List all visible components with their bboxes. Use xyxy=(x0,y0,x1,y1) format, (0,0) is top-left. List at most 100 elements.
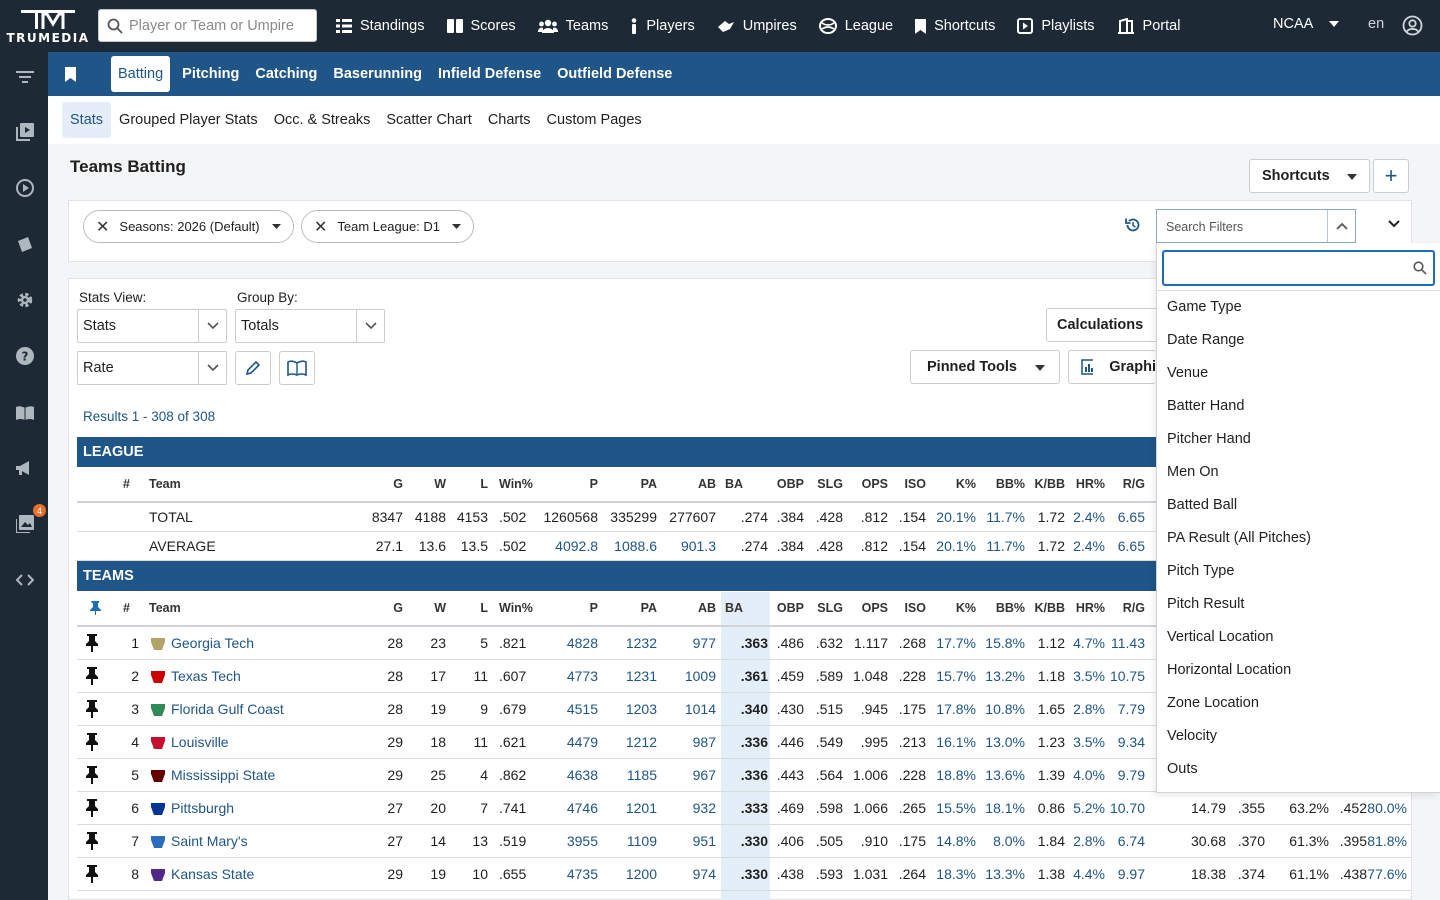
filter-option[interactable]: Pitcher Hand xyxy=(1167,431,1251,447)
cell-hr[interactable]: 2.8% xyxy=(1073,701,1105,717)
global-search-input[interactable] xyxy=(129,17,309,34)
video-library-icon[interactable] xyxy=(14,121,36,143)
cell-hr[interactable]: 4.7% xyxy=(1073,635,1105,651)
tab-infield-defense[interactable]: Infield Defense xyxy=(438,66,542,82)
nav-shortcuts[interactable]: Shortcuts xyxy=(915,18,995,34)
col-header-hr[interactable]: HR% xyxy=(1075,477,1105,491)
filter-menu-icon[interactable] xyxy=(14,66,36,88)
tab-baserunning[interactable]: Baserunning xyxy=(333,66,423,82)
col-header-slg[interactable]: SLG xyxy=(817,601,843,615)
help-icon[interactable]: ? xyxy=(14,345,36,367)
col-header-iso[interactable]: ISO xyxy=(904,477,926,491)
team-row[interactable]: 1 Georgia Tech 28 23 5 .821 4828 1232 977 .363 .48… xyxy=(77,627,1411,660)
col-header-ops[interactable]: OPS xyxy=(861,601,888,615)
col-header-hr[interactable]: HR% xyxy=(1075,601,1105,615)
cell-k[interactable]: 15.5% xyxy=(936,800,976,816)
pinned-tools-button[interactable]: Pinned Tools xyxy=(910,350,1060,384)
cell-team[interactable]: Pittsburgh xyxy=(149,800,234,816)
filter-option[interactable]: Vertical Location xyxy=(1167,629,1274,645)
cell-rg[interactable]: 10.70 xyxy=(1109,800,1145,816)
pin-icon[interactable] xyxy=(85,766,99,787)
cell-bb[interactable]: 8.0% xyxy=(993,833,1025,849)
team-row[interactable]: 4 Louisville 29 18 11 .621 4479 1212 987 .336 .446… xyxy=(77,726,1411,759)
cell-team[interactable]: Saint Mary's xyxy=(149,833,248,849)
glossary-button[interactable] xyxy=(279,351,315,385)
cell-rg[interactable]: 7.79 xyxy=(1117,701,1145,717)
subtab-stats[interactable]: Stats xyxy=(62,102,112,138)
team-row[interactable]: 8 Kansas State 29 19 10 .655 4735 1200 974 .330 .4… xyxy=(77,858,1411,891)
team-name-link[interactable]: Kansas State xyxy=(171,866,255,882)
cards-icon[interactable] xyxy=(14,233,36,255)
cell-rg[interactable]: 11.43 xyxy=(1111,635,1145,651)
cell-team[interactable]: Mississippi State xyxy=(149,767,275,783)
col-header-team[interactable]: Team xyxy=(149,477,181,491)
col-header-g[interactable]: G xyxy=(393,601,403,615)
reset-filters-icon[interactable] xyxy=(1124,216,1142,234)
stats-view-select[interactable]: Stats xyxy=(77,309,227,343)
group-by-select[interactable]: Totals xyxy=(235,309,385,343)
nav-umpires[interactable]: Umpires xyxy=(717,18,797,34)
cell-hr[interactable]: 4.0% xyxy=(1073,767,1105,783)
shortcuts-button[interactable]: Shortcuts xyxy=(1249,159,1370,193)
cell-p[interactable]: 4515 xyxy=(566,701,598,717)
team-name-link[interactable]: Louisville xyxy=(171,734,229,750)
cell-bb[interactable]: 13.3% xyxy=(985,866,1025,882)
cell-pa[interactable]: 1203 xyxy=(625,701,657,717)
cell-team[interactable]: Florida Gulf Coast xyxy=(149,701,284,717)
filter-chip-seasons[interactable]: ✕ Seasons: 2026 (Default) xyxy=(83,210,294,243)
cell-rg[interactable]: 9.79 xyxy=(1117,767,1145,783)
pin-icon[interactable] xyxy=(85,865,99,886)
cell-k[interactable]: 16.1% xyxy=(936,734,976,750)
team-name-link[interactable]: Florida Gulf Coast xyxy=(171,701,284,717)
graphics-button[interactable]: Graphi xyxy=(1068,350,1156,384)
cell-bb[interactable]: 18.1% xyxy=(985,800,1025,816)
cell-p[interactable]: 4773 xyxy=(566,668,598,684)
cell-ab[interactable]: 1014 xyxy=(684,701,716,717)
gear-icon[interactable] xyxy=(14,289,36,311)
cell-ab[interactable]: 932 xyxy=(692,800,716,816)
subtab-grouped-player-stats[interactable]: Grouped Player Stats xyxy=(119,112,258,128)
cell-rg[interactable]: 10.75 xyxy=(1109,668,1145,684)
cell-hr[interactable]: 2.8% xyxy=(1073,833,1105,849)
cell-k[interactable]: 14.8% xyxy=(936,833,976,849)
subtab-charts[interactable]: Charts xyxy=(487,112,531,128)
cell-k[interactable]: 18.8% xyxy=(936,767,976,783)
cell-ab[interactable]: 974 xyxy=(692,866,716,882)
col-header-ba[interactable]: BA xyxy=(725,477,744,491)
cell-k[interactable]: 17.8% xyxy=(936,701,976,717)
filter-option[interactable]: Horizontal Location xyxy=(1167,662,1292,678)
team-name-link[interactable]: Georgia Tech xyxy=(171,635,255,651)
cell-bb[interactable]: 10.8% xyxy=(985,701,1025,717)
col-header-w[interactable]: W xyxy=(434,601,446,615)
col-header-pa[interactable]: PA xyxy=(640,477,657,491)
col-header-g[interactable]: G xyxy=(393,477,403,491)
nav-portal[interactable]: Portal xyxy=(1117,18,1180,34)
filter-option[interactable]: Game Type xyxy=(1167,299,1242,315)
col-header-kbb[interactable]: K/BB xyxy=(1034,601,1065,615)
filter-option[interactable]: Batted Ball xyxy=(1167,497,1238,513)
subtab-occ-streaks[interactable]: Occ. & Streaks xyxy=(273,112,371,128)
user-account-icon[interactable] xyxy=(1402,15,1423,36)
pin-icon[interactable] xyxy=(85,634,99,655)
filter-option[interactable]: Pitch Result xyxy=(1167,596,1245,612)
filter-option[interactable]: PA Result (All Pitches) xyxy=(1167,530,1311,546)
cell-pa[interactable]: 1201 xyxy=(625,800,657,816)
cell-ab[interactable]: 1009 xyxy=(684,668,716,684)
filter-option[interactable]: Velocity xyxy=(1167,728,1217,744)
subtab-scatter-chart[interactable]: Scatter Chart xyxy=(386,112,472,128)
pin-all-icon[interactable] xyxy=(89,601,101,618)
filter-option[interactable]: Pitch Type xyxy=(1167,563,1235,579)
nav-teams[interactable]: Teams xyxy=(537,18,608,34)
cell-hr[interactable]: 4.4% xyxy=(1073,866,1105,882)
cell-hr[interactable]: 3.5% xyxy=(1073,668,1105,684)
cell-pa[interactable]: 1212 xyxy=(625,734,657,750)
cell-p[interactable]: 4746 xyxy=(566,800,598,816)
language-selector[interactable]: en xyxy=(1368,16,1385,32)
bookmark-icon[interactable] xyxy=(48,52,92,96)
chevron-down-icon[interactable] xyxy=(1388,220,1400,228)
cell-ab[interactable]: 977 xyxy=(692,635,716,651)
cell-k[interactable]: 17.7% xyxy=(936,635,976,651)
cell-p[interactable]: 4638 xyxy=(566,767,598,783)
col-header-bb[interactable]: BB% xyxy=(995,477,1025,491)
cell-team[interactable]: Texas Tech xyxy=(149,668,241,684)
